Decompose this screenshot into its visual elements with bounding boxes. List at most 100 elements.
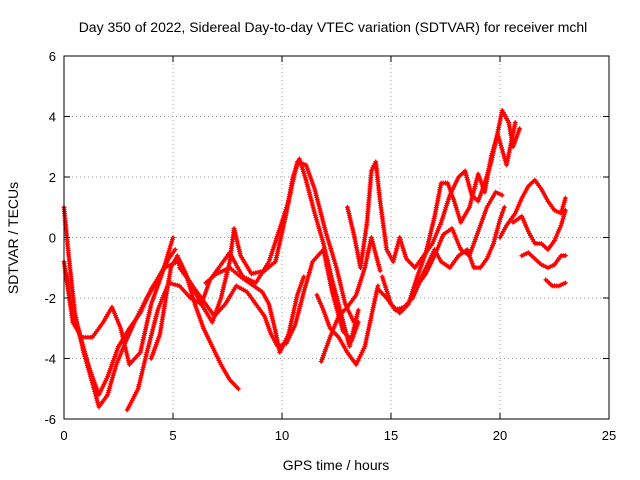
- data-point-markers: [358, 222, 370, 271]
- data-point-markers: [532, 177, 543, 190]
- data-point-markers: [190, 283, 207, 305]
- data-point-markers: [401, 297, 414, 310]
- data-point-markers: [78, 337, 92, 371]
- data-point-markers: [414, 267, 428, 289]
- data-point-markers: [96, 394, 109, 410]
- data-point-markers: [504, 212, 517, 228]
- series-trace: [125, 160, 356, 412]
- data-point-markers: [423, 216, 437, 256]
- data-point-markers: [432, 247, 443, 263]
- series-track-9: [318, 235, 383, 364]
- data-point-markers: [233, 283, 248, 294]
- y-tick-label: -2: [44, 291, 56, 306]
- data-point-markers: [259, 289, 271, 305]
- x-tick-label: 5: [169, 428, 176, 443]
- data-point-markers: [438, 180, 448, 186]
- data-point-markers: [510, 215, 523, 225]
- data-point-markers: [244, 289, 258, 305]
- data-point-markers: [556, 281, 566, 289]
- data-point-markers: [552, 255, 563, 268]
- data-point-markers: [105, 345, 121, 380]
- data-point-markers: [353, 345, 367, 368]
- data-point-markers: [144, 309, 160, 355]
- data-point-markers: [320, 247, 335, 293]
- data-point-markers: [227, 250, 245, 278]
- data-point-markers: [262, 313, 273, 335]
- data-point-markers: [222, 285, 238, 307]
- data-point-markers: [294, 159, 307, 167]
- data-point-markers: [124, 388, 140, 413]
- data-point-markers: [344, 204, 356, 235]
- data-point-markers: [68, 301, 84, 341]
- data-point-markers: [491, 219, 502, 247]
- data-point-markers: [201, 325, 214, 347]
- data-point-markers: [89, 321, 105, 340]
- x-tick-label: 20: [493, 428, 507, 443]
- data-point-markers: [538, 241, 549, 251]
- data-point-markers: [336, 306, 349, 319]
- data-point-markers: [403, 256, 416, 269]
- data-point-markers: [277, 200, 291, 231]
- data-point-markers: [525, 179, 536, 189]
- y-tick-label: 2: [49, 170, 56, 185]
- data-point-markers: [61, 204, 71, 253]
- series-track-8: [314, 283, 381, 368]
- data-point-markers: [414, 252, 428, 280]
- data-point-markers: [462, 168, 474, 196]
- data-point-markers: [377, 198, 389, 250]
- data-point: [172, 247, 178, 253]
- series-track-16: [519, 250, 568, 271]
- data-point-markers: [148, 267, 166, 292]
- data-point-markers: [519, 185, 530, 201]
- x-tick-label: 0: [60, 428, 67, 443]
- data-point-markers: [283, 324, 297, 346]
- data-point-markers: [471, 265, 481, 271]
- data-point-markers: [323, 228, 339, 269]
- data-point-markers: [484, 191, 498, 210]
- data-point-markers: [451, 198, 463, 223]
- data-point-markers: [277, 333, 291, 355]
- data-point-markers: [137, 288, 153, 316]
- data-point-markers: [510, 128, 522, 150]
- data-point-markers: [519, 251, 529, 259]
- data-point-markers: [203, 301, 216, 317]
- data-point-markers: [440, 227, 453, 237]
- y-tick-label: -4: [44, 352, 56, 367]
- data-point-markers: [148, 333, 162, 361]
- data-point-markers: [368, 235, 383, 272]
- data-point-markers: [552, 225, 563, 243]
- data-point-markers: [552, 207, 562, 215]
- y-tick-label: 6: [49, 49, 56, 64]
- data-point-markers: [445, 180, 456, 202]
- data-point-markers: [432, 182, 444, 219]
- y-axis-label: SDTVAR / TECUs: [5, 182, 21, 294]
- data-point-markers: [538, 186, 550, 202]
- data-point-markers: [543, 277, 554, 287]
- data-point-markers: [456, 248, 469, 259]
- data-point-markers: [253, 261, 271, 286]
- data-point-markers: [87, 368, 101, 396]
- data-point-markers: [203, 272, 218, 286]
- data-point-markers: [105, 364, 119, 398]
- data-point-markers: [384, 295, 397, 311]
- data-point-markers: [456, 170, 466, 180]
- data-point-markers: [303, 162, 317, 190]
- data-point-markers: [525, 228, 537, 244]
- data-point-markers: [499, 107, 511, 123]
- x-tick-label: 10: [275, 428, 289, 443]
- data-point-markers: [447, 254, 460, 271]
- data-point: [355, 307, 361, 313]
- data-point-markers: [312, 186, 328, 232]
- data-point-markers: [109, 304, 123, 329]
- data-point-markers: [532, 256, 543, 266]
- data-point-markers: [192, 301, 206, 329]
- data-point-markers: [238, 253, 253, 275]
- data-point-markers: [329, 277, 343, 314]
- data-point-markers: [353, 267, 367, 298]
- data-point-markers: [214, 266, 231, 277]
- data-point: [499, 192, 505, 198]
- data-point-markers: [429, 222, 443, 247]
- data-point-markers: [227, 265, 242, 278]
- data-point-markers: [558, 209, 568, 228]
